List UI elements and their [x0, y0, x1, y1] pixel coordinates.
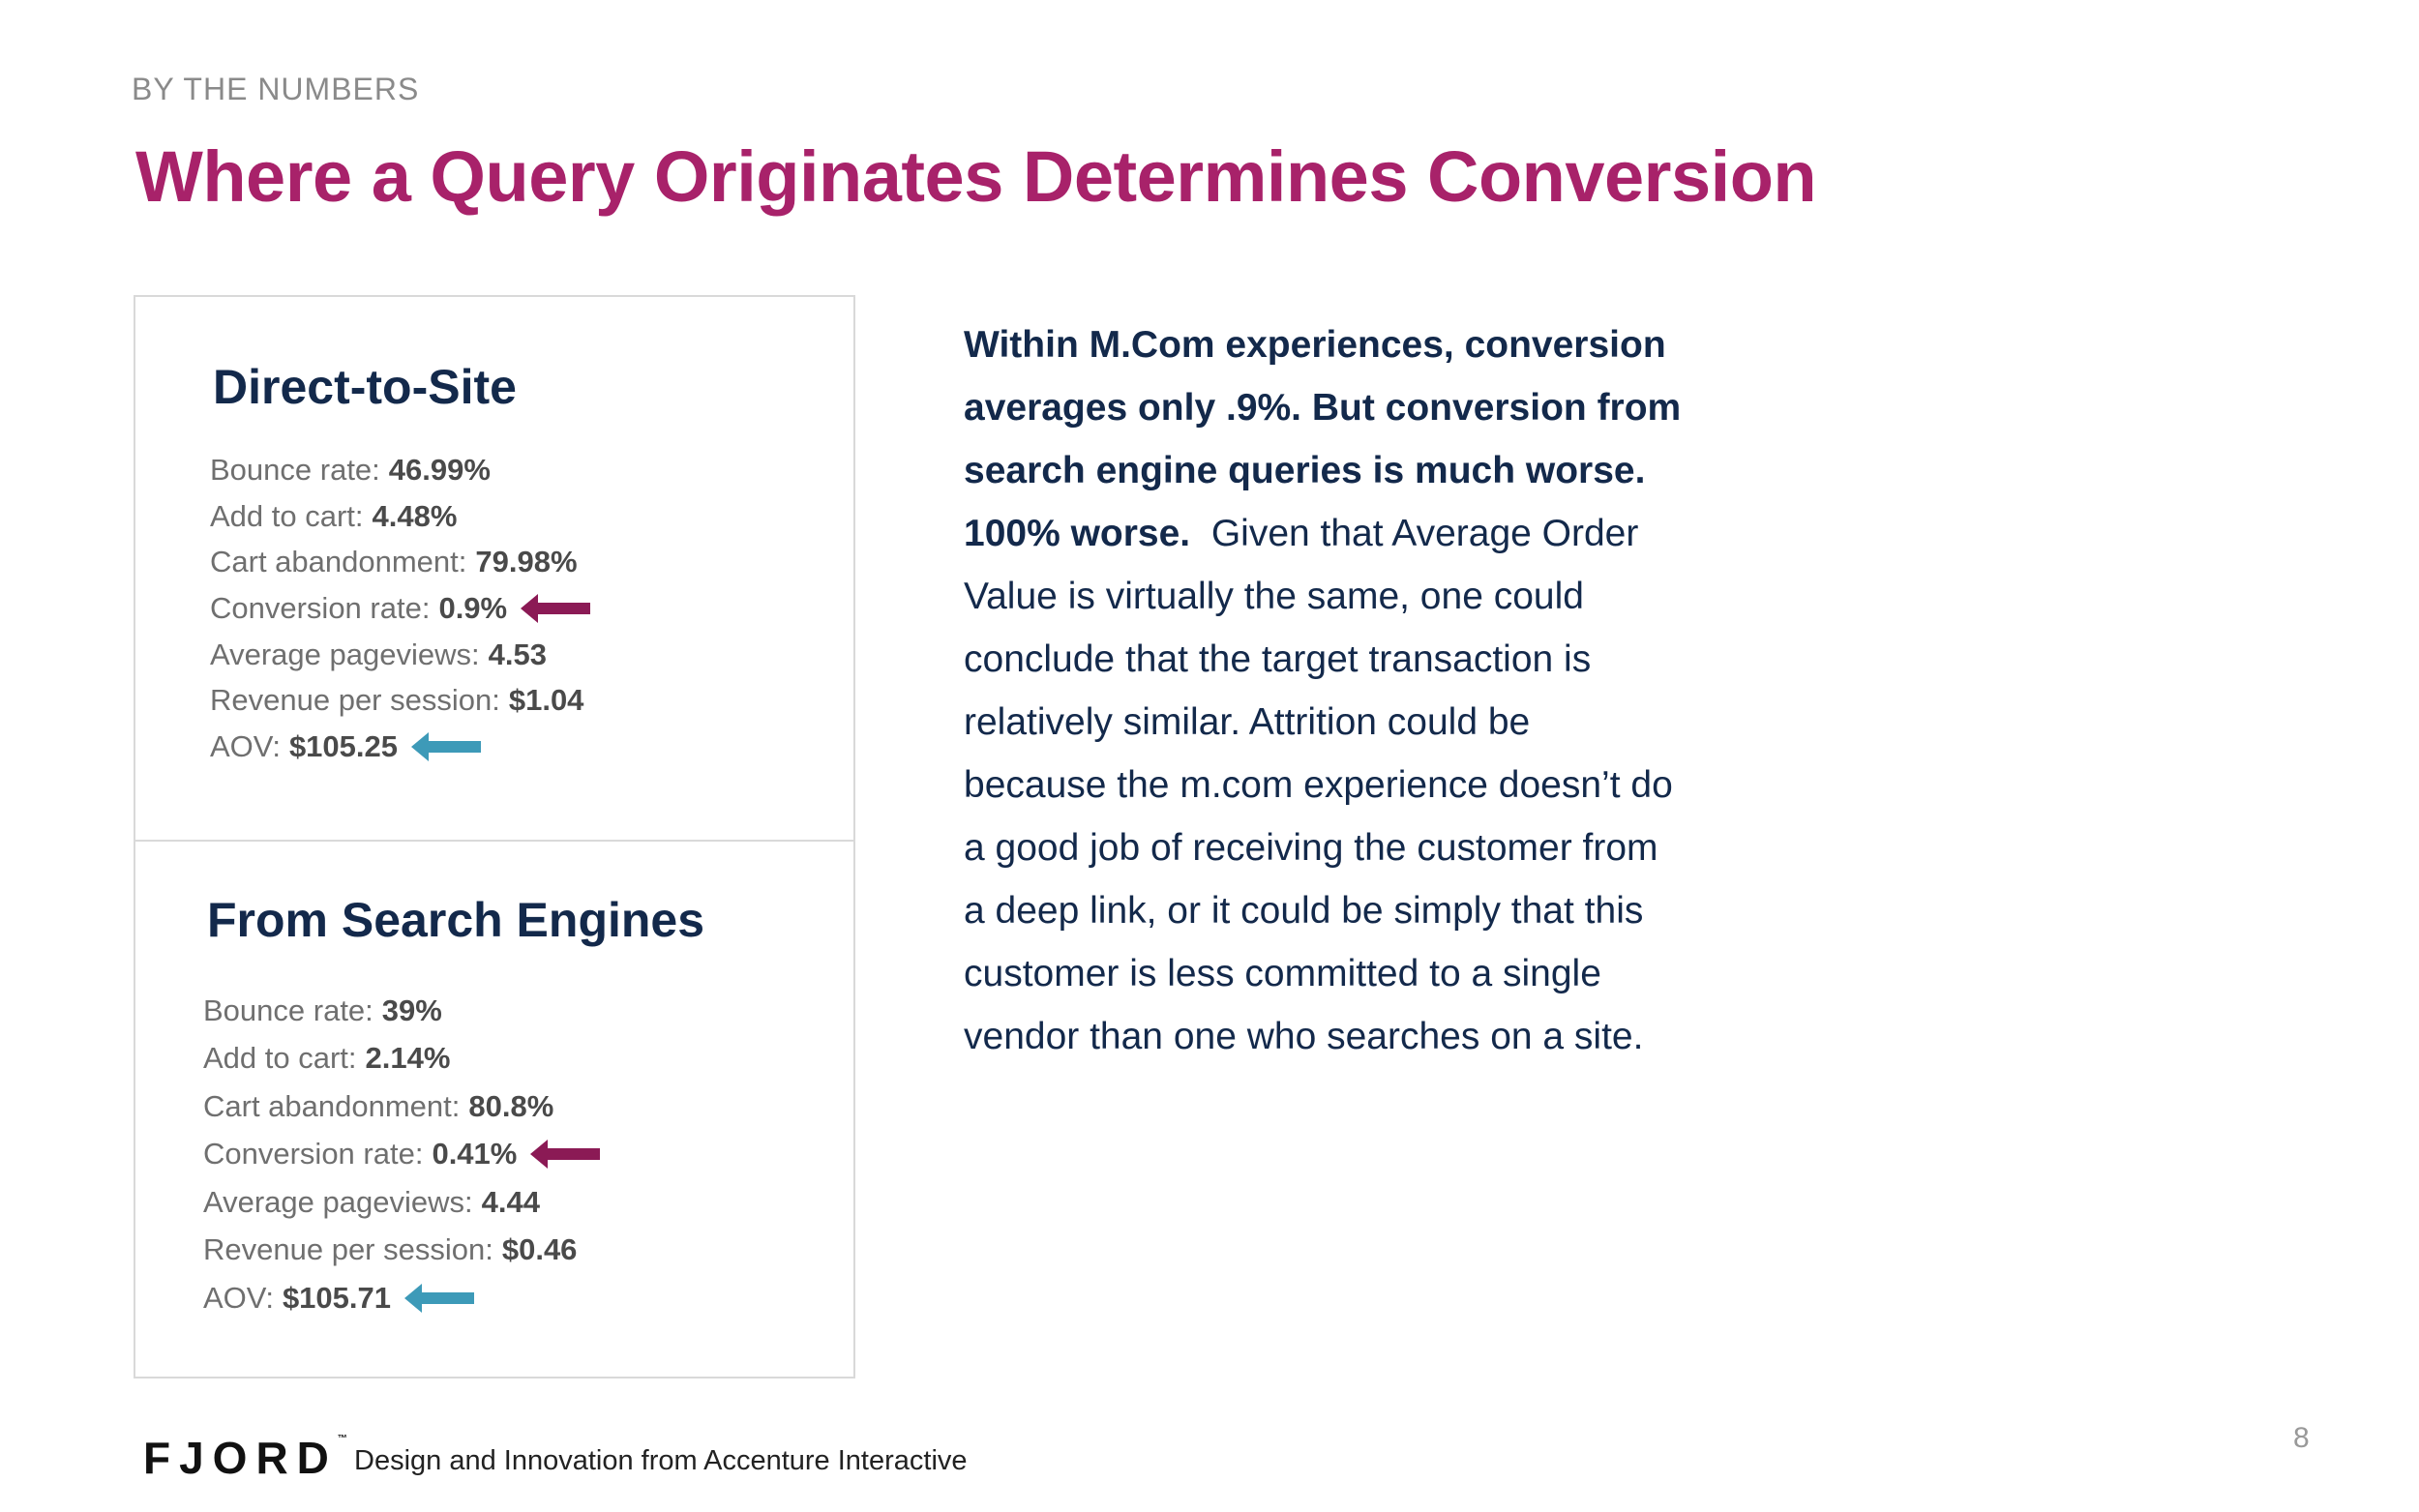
section-divider: [135, 840, 853, 842]
direct-section-title: Direct-to-Site: [213, 360, 517, 414]
stat-average-pageviews: Average pageviews: 4.53: [210, 637, 547, 671]
body-bold-line: search engine queries is much worse.: [964, 450, 1646, 491]
stat-revenue-per-session: Revenue per session: $0.46: [203, 1232, 578, 1267]
stat-cart-abandonment: Cart abandonment: 80.8%: [203, 1088, 554, 1123]
stat-average-pageviews: Average pageviews: 4.44: [203, 1184, 540, 1219]
footer-tagline: Design and Innovation from Accenture Int…: [354, 1445, 968, 1476]
body-line: a deep link, or it could be simply that …: [964, 890, 1644, 932]
body-paragraph: Within M.Com experiences, conversion ave…: [964, 313, 1786, 1068]
arrow-left-icon: [530, 1140, 601, 1170]
stats-panel: Direct-to-Site Bounce rate: 46.99% Add to…: [134, 295, 855, 1379]
body-line: customer is less committed to a single: [964, 953, 1601, 994]
body-line: because the m.com experience doesn’t do: [964, 764, 1673, 806]
stat-add-to-cart: Add to cart: 4.48%: [210, 498, 458, 533]
body-line: vendor than one who searches on a site.: [964, 1016, 1644, 1057]
stat-revenue-per-session: Revenue per session: $1.04: [210, 683, 584, 718]
body-line: relatively similar. Attrition could be: [964, 701, 1531, 743]
body-bold-line: averages only .9%. But conversion from: [964, 387, 1682, 429]
stat-bounce-rate: Bounce rate: 46.99%: [210, 452, 491, 487]
direct-stats-list: Bounce rate: 46.99% Add to cart: 4.48% Car…: [210, 447, 591, 770]
arrow-left-icon: [521, 593, 591, 623]
fjord-logo: FJORD™: [143, 1433, 347, 1483]
body-line: conclude that the target transaction is: [964, 638, 1592, 680]
body-bold-line: Within M.Com experiences, conversion: [964, 324, 1666, 366]
stat-bounce-rate: Bounce rate: 39%: [203, 993, 442, 1027]
page-number: 8: [2293, 1422, 2310, 1454]
arrow-left-icon: [411, 731, 481, 761]
arrow-left-icon: [404, 1283, 474, 1313]
stat-conversion-rate: Conversion rate: 0.9%: [210, 585, 591, 632]
stat-aov: AOV: $105.71: [203, 1274, 600, 1322]
stat-aov: AOV: $105.25: [210, 724, 590, 770]
search-stats-list: Bounce rate: 39% Add to cart: 2.14% Cart a…: [203, 987, 601, 1322]
body-bold-line: 100% worse.: [964, 513, 1191, 554]
body-line: Value is virtually the same, one could: [964, 576, 1584, 617]
search-section-title: From Search Engines: [207, 893, 705, 947]
stat-add-to-cart: Add to cart: 2.14%: [203, 1041, 451, 1076]
eyebrow-label: BY THE NUMBERS: [132, 72, 420, 106]
stat-conversion-rate: Conversion rate: 0.41%: [203, 1131, 601, 1179]
body-line: a good job of receiving the customer fro…: [964, 827, 1658, 869]
stat-cart-abandonment: Cart abandonment: 79.98%: [210, 545, 578, 579]
body-line: Given that Average Order: [1210, 513, 1639, 554]
slide-title: Where a Query Originates Determines Conv…: [135, 136, 1817, 217]
